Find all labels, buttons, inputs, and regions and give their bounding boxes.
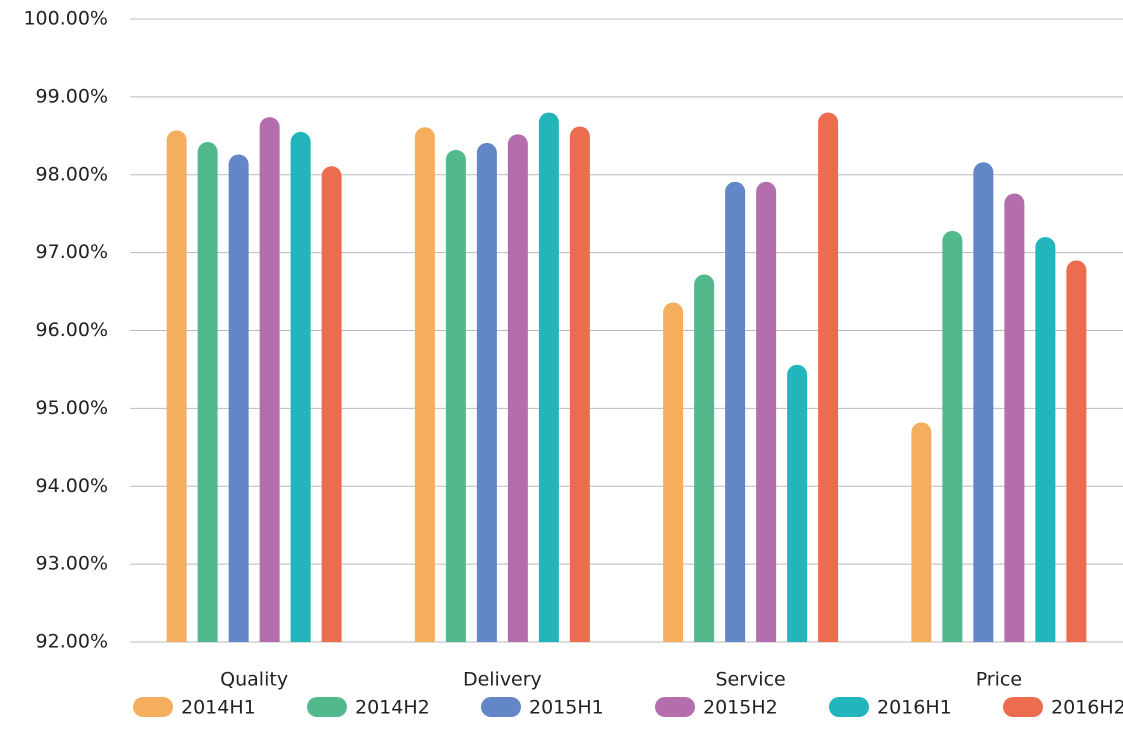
bar bbox=[321, 166, 342, 642]
y-tick-label: 95.00% bbox=[36, 397, 108, 419]
bar bbox=[756, 181, 777, 643]
bar bbox=[787, 364, 808, 642]
x-tick-label: Quality bbox=[220, 669, 288, 691]
bar bbox=[973, 162, 994, 642]
bar bbox=[197, 142, 218, 643]
bar bbox=[166, 130, 187, 642]
x-tick-label: Service bbox=[716, 669, 786, 691]
y-tick-label: 93.00% bbox=[36, 553, 108, 575]
bar bbox=[290, 131, 311, 642]
bar bbox=[725, 181, 746, 643]
y-tick-label: 94.00% bbox=[36, 475, 108, 497]
y-tick-label: 96.00% bbox=[36, 319, 108, 341]
bar bbox=[1066, 260, 1087, 642]
bar bbox=[569, 126, 590, 642]
y-tick-label: 98.00% bbox=[36, 163, 108, 185]
x-tick-label: Price bbox=[976, 669, 1022, 691]
y-tick-label: 100.00% bbox=[23, 8, 108, 30]
legend-swatch bbox=[1003, 697, 1043, 717]
bar bbox=[507, 134, 528, 642]
legend-swatch bbox=[307, 697, 347, 717]
bar bbox=[445, 149, 466, 642]
bar bbox=[538, 112, 559, 642]
legend-label: 2016H1 bbox=[877, 697, 952, 719]
legend-label: 2016H2 bbox=[1051, 697, 1123, 719]
bar bbox=[228, 154, 249, 642]
y-tick-label: 99.00% bbox=[36, 85, 108, 107]
legend-swatch bbox=[655, 697, 695, 717]
y-tick-label: 97.00% bbox=[36, 241, 108, 263]
bar bbox=[476, 142, 497, 643]
legend-label: 2014H1 bbox=[181, 697, 256, 719]
legend-swatch bbox=[133, 697, 173, 717]
legend-label: 2015H1 bbox=[529, 697, 604, 719]
bar bbox=[663, 302, 684, 642]
bar bbox=[414, 127, 435, 643]
legend-swatch bbox=[829, 697, 869, 717]
x-tick-label: Delivery bbox=[463, 669, 542, 691]
legend-label: 2015H2 bbox=[703, 697, 778, 719]
legend-label: 2014H2 bbox=[355, 697, 430, 719]
y-tick-label: 92.00% bbox=[36, 631, 108, 653]
bar bbox=[818, 112, 839, 642]
legend-swatch bbox=[481, 697, 521, 717]
bar bbox=[1004, 193, 1025, 642]
bar bbox=[911, 422, 932, 642]
bar bbox=[694, 274, 715, 642]
bar bbox=[1035, 237, 1056, 643]
bar bbox=[259, 117, 280, 642]
bar bbox=[942, 230, 963, 642]
